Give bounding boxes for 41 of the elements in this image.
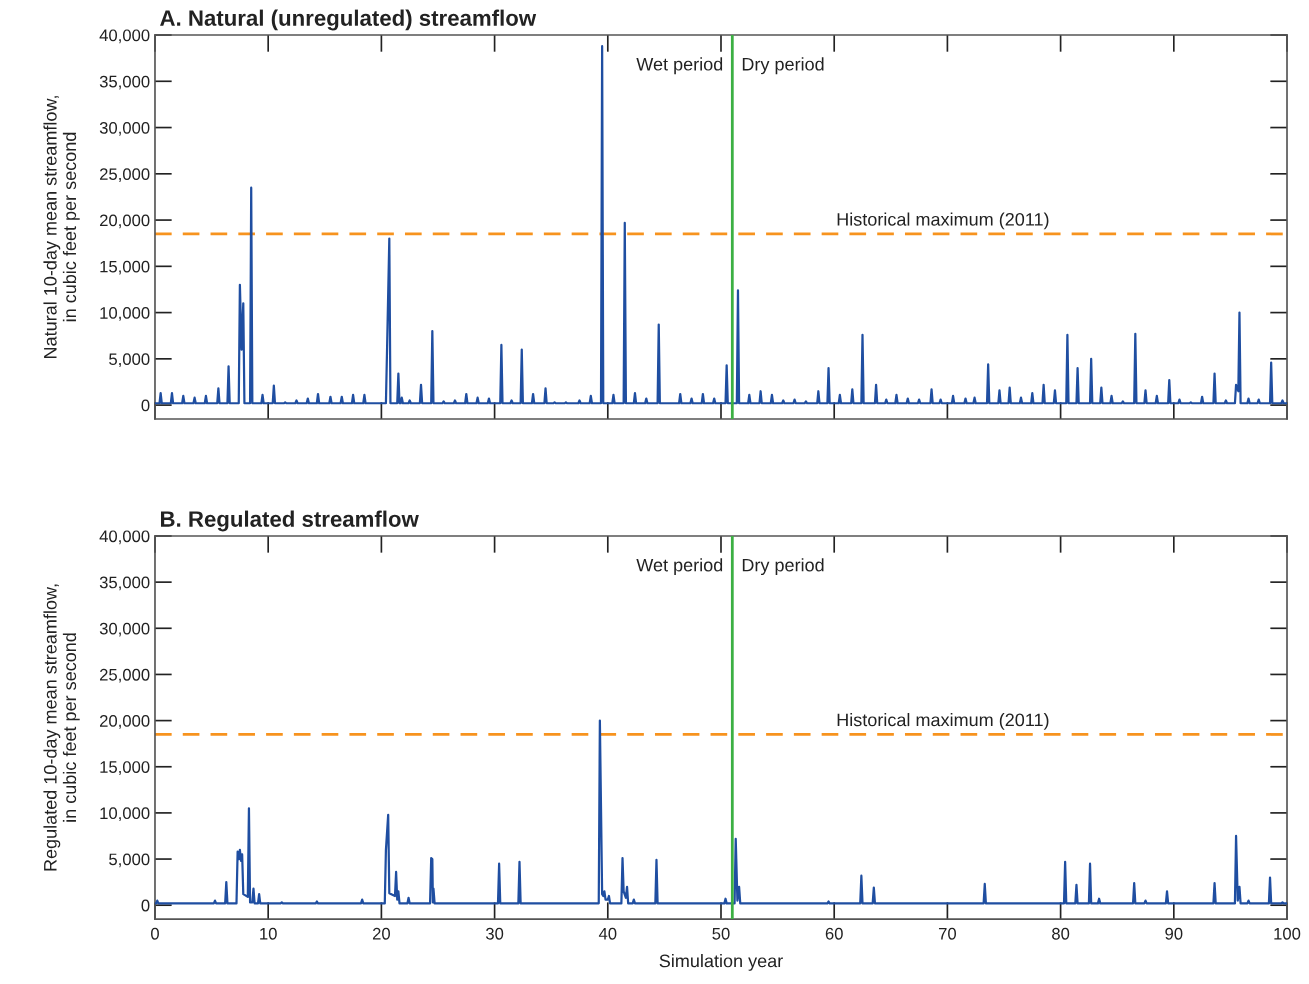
y-tick-label: 25,000 — [99, 168, 150, 182]
y-tick-label: 35,000 — [99, 75, 150, 90]
x-tick-label: 40 — [598, 927, 617, 940]
y-tick-label: 15,000 — [100, 260, 150, 275]
y-tick-label: 25,000 — [99, 668, 150, 683]
x-tick-label: 70 — [938, 927, 957, 940]
y-axis-title: Natural 10-day mean streamflow, in cubic feet per second — [43, 96, 80, 358]
x-tick-label: 100 — [1274, 927, 1301, 940]
y-tick-label: 40,000 — [99, 530, 150, 545]
x-tick-label: 0 — [151, 927, 159, 940]
x-axis-title: Simulation year — [659, 954, 783, 971]
y-tick-label: 35,000 — [99, 576, 150, 591]
y-tick-label: 20,000 — [99, 715, 150, 729]
annotation: Wet period — [636, 57, 723, 75]
y-tick-label: 5,000 — [109, 853, 150, 868]
x-tick-label: 10 — [260, 927, 277, 940]
x-tick-label: 20 — [372, 927, 391, 940]
line-series — [154, 45, 1288, 405]
y-tick-label: 5,000 — [109, 353, 150, 368]
y-axis-title: Regulated 10-day mean streamflow, in cubic feet per second — [43, 584, 80, 871]
x-tick-label: 80 — [1052, 927, 1070, 940]
y-tick-label: 40,000 — [99, 29, 150, 44]
x-tick-label: 60 — [825, 927, 843, 940]
ref-line-label: Historical maximum (2011) — [837, 212, 1049, 230]
ref-line-label: Historical maximum (2011) — [837, 713, 1049, 730]
y-tick-label: 30,000 — [99, 121, 150, 136]
annotation: Dry period — [742, 558, 824, 576]
x-tick-label: 30 — [485, 927, 504, 940]
y-tick-label: 15,000 — [100, 761, 150, 775]
x-tick-label: 50 — [712, 927, 730, 940]
chart-title: B. Regulated streamflow — [161, 510, 419, 532]
annotation: Wet period — [636, 558, 723, 576]
y-tick-label: 20,000 — [99, 214, 150, 229]
y-tick-label: 0 — [141, 399, 150, 412]
y-tick-label: 10,000 — [100, 306, 150, 321]
chart-title: A. Natural (unregulated) streamflow — [160, 9, 537, 31]
x-tick-label: 90 — [1165, 927, 1183, 940]
y-tick-label: 0 — [141, 899, 150, 912]
y-tick-label: 10,000 — [100, 807, 150, 822]
y-tick-label: 30,000 — [99, 622, 150, 637]
annotation: Dry period — [742, 57, 824, 75]
